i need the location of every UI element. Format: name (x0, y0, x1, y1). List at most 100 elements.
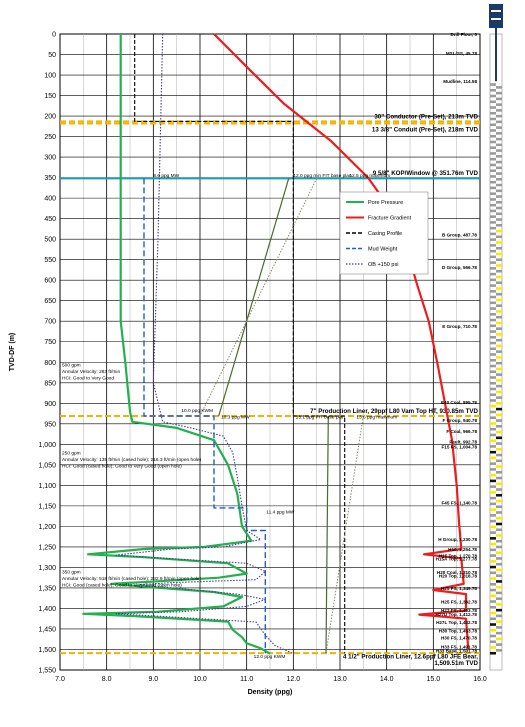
lithology-block (496, 562, 502, 566)
lithology-block (490, 381, 496, 385)
lithology-block (496, 172, 502, 175)
casing-depth-label: 9 5/8" KOP/Window @ 351.76m TVD (373, 170, 479, 177)
lithology-block (496, 350, 502, 353)
lithology-block (490, 491, 496, 494)
formation-top-label: B Group, 487.78 (442, 232, 477, 237)
drilling-rig-icon (489, 4, 503, 82)
x-tick-label: 14.0 (380, 676, 394, 683)
annotation-label: 8.6 ppg MW (153, 173, 179, 179)
lithology-block (496, 626, 502, 629)
series-fit-lot-2 (199, 178, 318, 417)
lithology-block (490, 364, 496, 368)
lithology-block (490, 221, 496, 224)
lithology-block (490, 100, 496, 104)
lithology-block (490, 111, 496, 115)
lithology-block (490, 542, 496, 546)
x-tick-label: 9.0 (148, 676, 158, 683)
hydraulics-note-line: 350 gpm (62, 570, 81, 576)
annotation-label: 11.4 ppg MW (266, 509, 295, 515)
lithology-column (489, 33, 503, 671)
lithology-block (496, 534, 502, 537)
lithology-block (496, 522, 502, 526)
lithology-block (496, 327, 502, 330)
lithology-block (490, 146, 496, 150)
y-axis-tick-labels: 0 50 100 150 200 250 300 350 400 450 500 550 600 650 7… (38, 32, 56, 675)
lithology-block (496, 235, 502, 239)
lithology-block (496, 407, 502, 411)
lithology-block (490, 588, 496, 592)
y-tick-label: 1,400 (38, 606, 56, 613)
legend-label: Pore Pressure (368, 200, 403, 206)
lithology-block (496, 201, 502, 204)
lithology-block (496, 310, 502, 313)
lithology-block (496, 281, 502, 285)
lithology-block (490, 307, 496, 310)
hydraulics-note-line: HCI: Good (cased hole); Good to Very Goo… (62, 583, 182, 589)
x-tick-label: 7.0 (55, 676, 65, 683)
lithology-block (496, 275, 502, 279)
lithology-block (496, 206, 502, 210)
formation-top-label: F Group, 940.78 (443, 418, 478, 423)
formation-top-label: MSL/SS, 45.78 (446, 51, 478, 56)
lithology-block (490, 353, 496, 356)
lithology-block (490, 301, 496, 305)
lithology-block (496, 166, 502, 170)
lithology-block (490, 313, 496, 316)
lithology-block (496, 229, 502, 233)
x-axis-title: Density (ppg) (248, 689, 293, 696)
lithology-block (496, 620, 502, 623)
lithology-block (490, 341, 496, 345)
lithology-block (490, 462, 496, 465)
lithology-block (490, 427, 496, 431)
y-tick-label: 1,200 (38, 524, 56, 531)
lithology-block (490, 565, 496, 569)
series-fit-lot-3 (325, 415, 329, 654)
lithology-block (490, 473, 496, 477)
lithology-block (496, 591, 502, 595)
lithology-block (490, 611, 496, 615)
lithology-block (496, 557, 502, 560)
lithology-block (496, 574, 502, 577)
lithology-block (496, 246, 502, 250)
y-tick-label: 0 (52, 32, 56, 39)
y-tick-label: 1,000 (38, 442, 56, 449)
annotation-label: 10.3 ppg MW (221, 414, 250, 420)
lithology-block (490, 152, 496, 155)
legend-label: Mud Weight (368, 247, 398, 253)
y-tick-label: 600 (44, 278, 56, 285)
formation-top-label: D Group, 566.78 (442, 265, 477, 270)
lithology-block (490, 261, 496, 264)
lithology-block (496, 149, 502, 152)
x-tick-label: 15.0 (427, 676, 441, 683)
formation-top-label: H27U Top, 1,412.78 (435, 612, 477, 617)
lithology-block (490, 370, 496, 374)
lithology-block (490, 215, 496, 218)
lithology-block (496, 143, 502, 147)
lithology-block (490, 232, 496, 236)
formation-top-label: H20 Top, 1,318.78 (439, 573, 478, 578)
lithology-block (490, 577, 496, 580)
lithology-block (496, 269, 502, 273)
lithology-block (490, 249, 496, 253)
casing-depth-label: 7" Production Liner, 29ppf L80 Vam Top H… (310, 408, 478, 415)
casing-depth-label: 13 3/8" Conduit (Pre-Set), 218m TVD (372, 126, 479, 133)
lithology-block (490, 290, 496, 293)
lithology-block (490, 192, 496, 195)
lithology-block (496, 465, 502, 468)
lithology-block (490, 163, 496, 167)
lithology-block (496, 252, 502, 256)
lithology-block (496, 373, 502, 376)
lithology-block (496, 442, 502, 445)
hydraulics-note-line: Annular Velocity: 518 ft/min (cased hole… (62, 576, 202, 582)
lithology-block (496, 120, 502, 124)
lithology-block (490, 267, 496, 270)
lithology-block (490, 209, 496, 213)
annotations: 8.6 ppg MW 12.0 ppg min FIT base plan12.5… (153, 173, 397, 660)
lithology-block (496, 298, 502, 302)
y-tick-label: 300 (44, 155, 56, 162)
lithology-block (490, 634, 496, 638)
annotation-label: 13.6 ppg maximum (356, 414, 397, 420)
formation-top-label: Mudline, 114.58 (443, 79, 477, 84)
formation-top-label: H15A Top, 1,277.78 (436, 557, 478, 562)
lithology-block (496, 321, 502, 325)
